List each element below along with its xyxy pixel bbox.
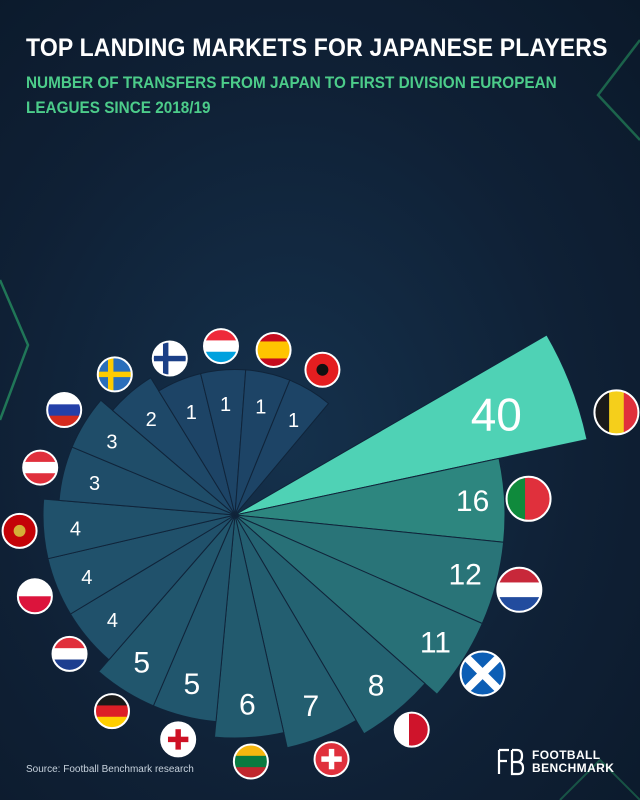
germany-flag-ring: [93, 693, 130, 730]
data-label-montenegro: 4: [70, 519, 81, 541]
data-label-netherlands: 12: [449, 559, 482, 592]
austria-flag-icon: [23, 450, 58, 485]
germany-flag-icon: [94, 694, 129, 729]
data-label-germany: 5: [133, 647, 150, 680]
chart-subtitle: NUMBER OF TRANSFERS FROM JAPAN TO FIRST …: [26, 73, 557, 117]
data-label-sweden: 2: [146, 409, 157, 431]
spain-flag-ring: [255, 331, 292, 368]
data-label-spain: 1: [255, 397, 266, 419]
malta-flag-ring: [393, 711, 430, 748]
croatia-flag-icon: [52, 636, 87, 671]
data-label-belgium: 40: [471, 388, 522, 440]
switzerland-flag-ring: [313, 741, 350, 778]
data-label-lithuania: 6: [239, 689, 256, 722]
radial-bar-russia: [71, 399, 236, 516]
data-label-finland: 1: [186, 402, 197, 424]
data-label-russia: 3: [106, 431, 117, 453]
croatia-flag-ring: [51, 635, 88, 672]
data-label-switzerland: 7: [303, 690, 320, 723]
data-label-malta: 8: [368, 669, 385, 702]
scotland-flag-ring: [459, 650, 506, 697]
data-label-portugal: 16: [456, 485, 489, 518]
luxembourg-flag-ring: [203, 328, 240, 365]
finland-flag-ring: [151, 340, 188, 377]
radial-bar-sweden: [111, 377, 236, 516]
fb-logo-icon: [497, 748, 525, 776]
scotland-flag-icon: [460, 651, 505, 696]
radial-bar-switzerland: [234, 514, 357, 749]
russia-flag-icon: [47, 393, 82, 428]
data-label-luxembourg: 1: [220, 394, 231, 416]
data-label-croatia: 4: [107, 610, 118, 632]
england-flag-ring: [160, 721, 197, 758]
radial-bar-scotland: [234, 514, 483, 695]
lithuania-flag-ring: [232, 743, 269, 780]
albania-flag-ring: [304, 351, 341, 388]
data-label-austria: 3: [89, 473, 100, 495]
radial-bar-belgium: [234, 334, 588, 516]
lithuania-flag-icon: [233, 744, 268, 779]
radial-bar-lithuania: [213, 514, 285, 739]
radial-bar-malta: [234, 514, 426, 735]
data-label-albania: 1: [288, 410, 299, 432]
source-note: Source: Football Benchmark research: [26, 764, 194, 775]
radial-bar-germany: [97, 514, 236, 707]
poland-flag-ring: [16, 578, 53, 615]
russia-flag-ring: [46, 392, 83, 429]
belgium-flag-ring: [593, 389, 640, 436]
data-label-poland: 4: [81, 567, 92, 589]
radial-bar-montenegro: [42, 498, 236, 560]
chart-title: TOP LANDING MARKETS FOR JAPANESE PLAYERS: [26, 34, 608, 62]
logo-line-1: FOOTBALL: [532, 748, 601, 762]
logo-line-2: BENCHMARK: [532, 761, 615, 775]
logo-text: FOOTBALL BENCHMARK: [532, 749, 614, 775]
netherlands-flag-ring: [496, 566, 543, 613]
austria-flag-ring: [22, 449, 59, 486]
montenegro-flag-ring: [1, 512, 38, 549]
data-label-england: 5: [184, 668, 201, 701]
data-label-scotland: 11: [420, 626, 451, 659]
radial-bar-albania: [234, 379, 330, 516]
luxembourg-flag-icon: [204, 329, 239, 364]
football-benchmark-logo: FOOTBALL BENCHMARK: [496, 746, 614, 778]
poland-flag-icon: [17, 579, 52, 614]
malta-flag-icon: [394, 712, 429, 747]
portugal-flag-ring: [505, 475, 552, 522]
sweden-flag-ring: [96, 356, 133, 393]
